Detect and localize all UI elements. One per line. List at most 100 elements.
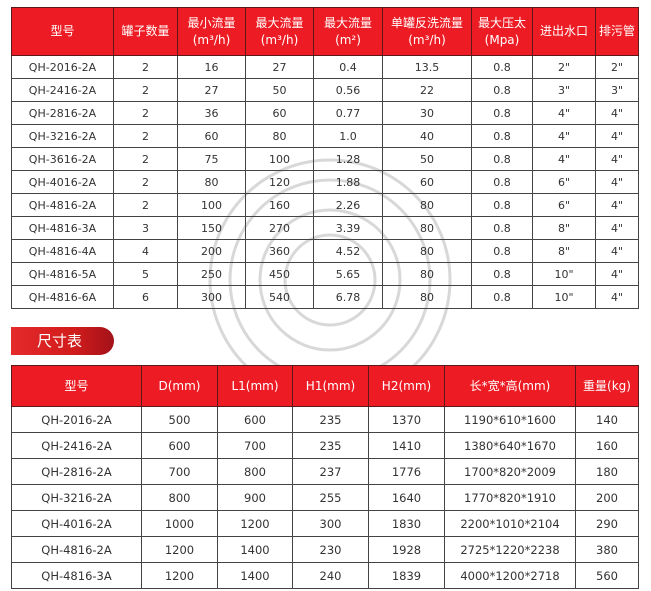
table-cell: 540 — [245, 285, 314, 309]
table-cell: 80 — [382, 262, 472, 286]
column-header: L1(mm) — [217, 365, 293, 407]
column-header: H2(mm) — [368, 365, 445, 407]
table-cell: 250 — [177, 262, 246, 286]
table-cell: 800 — [217, 458, 293, 485]
table-cell: 6.78 — [313, 285, 383, 309]
table-cell: 2 — [113, 170, 178, 194]
table-cell: QH-2816-2A — [11, 101, 114, 125]
column-header: 单罐反洗流量 (m³/h) — [382, 7, 472, 56]
table-row: QH-2016-2A 2 16 27 0.4 13.5 0.8 2" 2" — [11, 55, 639, 79]
table-cell: 120 — [245, 170, 314, 194]
table-row: QH-2416-2A 2 27 50 0.56 22 0.8 3" 3" — [11, 78, 639, 102]
table-cell: 300 — [177, 285, 246, 309]
table-cell: 60 — [382, 170, 472, 194]
column-header: 进出水口 — [532, 7, 596, 56]
table-row: QH-4816-3A 3 150 270 3.39 80 0.8 8" 4" — [11, 216, 639, 240]
dimension-table: 型号 D(mm) L1(mm) H1(mm) H2(mm) 长*宽*高(mm) 重量(kg)… — [11, 365, 639, 589]
column-header-label: 单罐反洗流量 — [390, 15, 463, 30]
table-cell: QH-4816-4A — [11, 239, 114, 263]
table-cell: 255 — [292, 484, 369, 511]
table-cell: 4.52 — [313, 239, 383, 263]
table-cell: 300 — [292, 510, 369, 537]
table-cell: 1.0 — [313, 124, 383, 148]
table-cell: QH-2016-2A — [11, 406, 142, 433]
table-cell: 1700*820*2009 — [444, 458, 576, 485]
table-cell: 800 — [141, 484, 218, 511]
table-row: QH-2816-2A 700 800 237 1776 1700*820*2009 180 — [11, 458, 639, 485]
column-header: 型号 — [11, 7, 114, 56]
table-cell: 230 — [292, 536, 369, 563]
table-cell: 500 — [141, 406, 218, 433]
table-cell: 6" — [532, 193, 596, 217]
table-cell: 0.8 — [471, 239, 533, 263]
table-cell: 10" — [532, 262, 596, 286]
table-cell: 1410 — [368, 432, 445, 459]
column-header: 型号 — [11, 365, 142, 407]
table-cell: 1400 — [217, 536, 293, 563]
table-cell: 22 — [382, 78, 472, 102]
table-cell: 1380*640*1670 — [444, 432, 576, 459]
table-cell: QH-3216-2A — [11, 124, 114, 148]
table-cell: 160 — [575, 432, 639, 459]
table-cell: QH-4816-3A — [11, 216, 114, 240]
table-cell: 80 — [382, 193, 472, 217]
table-cell: 6" — [532, 170, 596, 194]
table-cell: 4" — [595, 101, 639, 125]
table-cell: 8" — [532, 216, 596, 240]
table-cell: 27 — [177, 78, 246, 102]
table-cell: 450 — [245, 262, 314, 286]
table-row: QH-2816-2A 2 36 60 0.77 30 0.8 4" 4" — [11, 101, 639, 125]
table-cell: 1200 — [217, 510, 293, 537]
table-cell: 2" — [595, 55, 639, 79]
table-cell: 1640 — [368, 484, 445, 511]
table-cell: 27 — [245, 55, 314, 79]
table-row: QH-3216-2A 2 60 80 1.0 40 0.8 4" 4" — [11, 124, 639, 148]
column-header: 最小流量 (m³/h) — [177, 7, 246, 56]
column-header-label: 最大流量 — [323, 15, 372, 30]
table-cell: 4 — [113, 239, 178, 263]
table-cell: 1200 — [141, 562, 218, 589]
table-cell: 50 — [382, 147, 472, 171]
table-cell: 100 — [245, 147, 314, 171]
table-cell: 4" — [595, 147, 639, 171]
table-cell: 1830 — [368, 510, 445, 537]
column-header-unit: (Mpa) — [484, 32, 520, 47]
table-cell: 36 — [177, 101, 246, 125]
table-cell: 2 — [113, 55, 178, 79]
table-cell: 4" — [532, 124, 596, 148]
table-cell: 1190*610*1600 — [444, 406, 576, 433]
table-cell: 80 — [382, 285, 472, 309]
table-cell: 4" — [532, 101, 596, 125]
table-cell: QH-4816-5A — [11, 262, 114, 286]
table-cell: 1370 — [368, 406, 445, 433]
table-row: QH-4816-3A 1200 1400 240 1839 4000*1200*2718 5… — [11, 562, 639, 589]
column-header: D(mm) — [141, 365, 218, 407]
table-cell: 2200*1010*2104 — [444, 510, 576, 537]
table-cell: 360 — [245, 239, 314, 263]
table-cell: 75 — [177, 147, 246, 171]
table-cell: 3" — [595, 78, 639, 102]
table-cell: 3" — [532, 78, 596, 102]
table-cell: 180 — [575, 458, 639, 485]
table-row: QH-4016-2A 2 80 120 1.88 60 0.8 6" 4" — [11, 170, 639, 194]
table-cell: 0.8 — [471, 285, 533, 309]
table-row: QH-4816-4A 4 200 360 4.52 80 0.8 8" 4" — [11, 239, 639, 263]
table-cell: 80 — [245, 124, 314, 148]
column-header: 罐子数量 — [113, 7, 178, 56]
table-cell: 80 — [177, 170, 246, 194]
table-cell: 2 — [113, 101, 178, 125]
table-cell: 4" — [532, 147, 596, 171]
table-cell: 40 — [382, 124, 472, 148]
table-row: QH-4816-5A 5 250 450 5.65 80 0.8 10" 4" — [11, 262, 639, 286]
table-cell: 4" — [595, 193, 639, 217]
table-cell: 60 — [177, 124, 246, 148]
column-header-label: 最大压太 — [477, 15, 526, 30]
table-cell: 2" — [532, 55, 596, 79]
table-cell: 4" — [595, 285, 639, 309]
table-cell: 0.56 — [313, 78, 383, 102]
spec-table: 型号 罐子数量 最小流量 (m³/h) 最大流量 (m³/h) 最大流量 (m²) 单罐反洗流量… — [11, 7, 639, 309]
table-cell: 0.8 — [471, 262, 533, 286]
table-cell: 1839 — [368, 562, 445, 589]
table-cell: 237 — [292, 458, 369, 485]
table-cell: 160 — [245, 193, 314, 217]
